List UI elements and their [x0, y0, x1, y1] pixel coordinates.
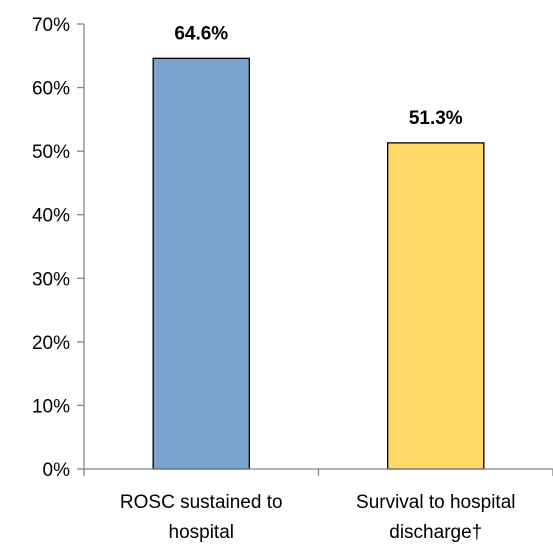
y-tick-label: 50%: [32, 142, 70, 163]
y-tick-label: 60%: [32, 79, 70, 100]
y-tick-label: 30%: [32, 269, 70, 290]
y-tick-label: 10%: [32, 396, 70, 417]
y-tick-label: 0%: [43, 460, 71, 481]
bar: [152, 57, 250, 470]
data-label: 64.6%: [174, 23, 228, 44]
bars: 64.6% 51.3%: [152, 23, 485, 470]
y-axis: 0% 10% 20% 30% 40% 50% 60% 70%: [32, 15, 85, 481]
x-axis: ROSC sustained to hospital Survival to hos…: [83, 468, 553, 543]
category-label: hospital: [169, 522, 235, 543]
category-label: Survival to hospital: [356, 492, 515, 513]
y-tick-label: 40%: [32, 206, 70, 227]
y-tick-label: 70%: [32, 15, 70, 36]
category-label: ROSC sustained to: [120, 492, 283, 513]
y-tick-label: 20%: [32, 333, 70, 354]
data-label: 51.3%: [409, 108, 463, 129]
category-label: discharge†: [389, 522, 482, 543]
bar: [387, 142, 485, 470]
